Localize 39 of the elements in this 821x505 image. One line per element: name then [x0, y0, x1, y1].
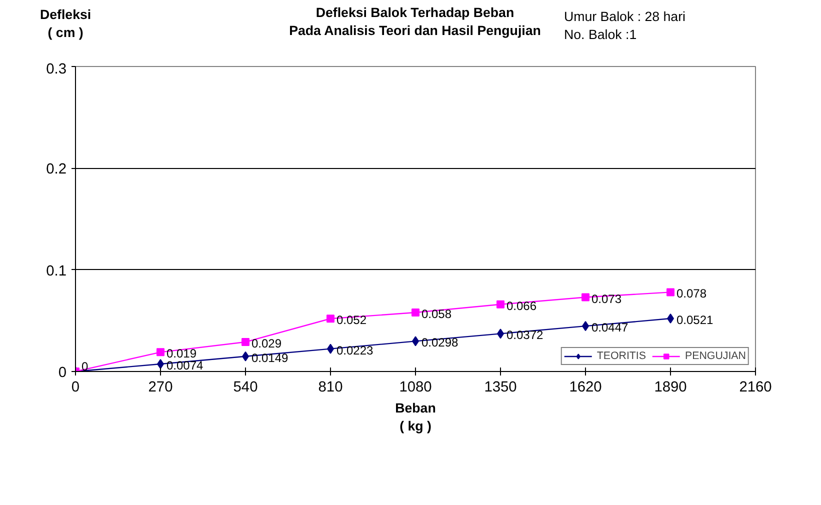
data-label: 0.0372 — [506, 328, 544, 342]
point — [156, 348, 164, 356]
data-label: 0.0223 — [336, 343, 374, 358]
text: Umur Balok : 28 hari No. Balok :1 — [564, 8, 686, 44]
x-tick-label: 1620 — [569, 380, 602, 396]
data-label: 0.078 — [676, 286, 707, 301]
y-axis-title: Defleksi ( cm ) — [40, 6, 92, 42]
point — [326, 314, 334, 323]
data-label: 0.0447 — [592, 320, 629, 335]
x-tick-label: 0 — [71, 380, 80, 396]
x-tick-label: 1080 — [399, 380, 432, 396]
data-label: 0.0521 — [676, 313, 714, 328]
legend-label: PENGUJIAN — [685, 350, 746, 362]
data-label: 0.052 — [336, 313, 367, 328]
data-label: 0.0149 — [252, 350, 289, 365]
y-tick-label: 0 — [58, 365, 67, 381]
point — [496, 300, 504, 308]
x-tick-label: 1350 — [484, 380, 517, 396]
x-tick-label: 1890 — [654, 380, 687, 396]
data-label: 0.058 — [422, 307, 452, 322]
x-tick-label: 270 — [148, 380, 173, 396]
point — [242, 338, 250, 346]
data-label: 0.029 — [252, 336, 282, 351]
point — [582, 293, 590, 302]
y-tick-label: 0.3 — [46, 62, 66, 78]
point — [412, 308, 420, 317]
y-tick-label: 0.1 — [46, 263, 66, 280]
legend-label: TEORITIS — [596, 350, 646, 362]
x-tick-label: 810 — [318, 380, 343, 396]
x-tick-label: 540 — [233, 380, 258, 396]
x-axis-title: Beban ( kg ) — [395, 400, 436, 434]
y-tick-label: 0.2 — [46, 162, 66, 178]
data-label: 0.066 — [506, 298, 537, 313]
point — [666, 288, 674, 296]
data-label: 0.0298 — [422, 336, 459, 350]
data-label: 0.019 — [166, 346, 197, 361]
x-tick-label: 2160 — [739, 380, 772, 396]
chart-title: Defleksi Balok Terhadap Beban Pada Analisis Teori dan Hasil Pengujian — [289, 5, 541, 38]
data-label: 0.0074 — [166, 358, 204, 372]
